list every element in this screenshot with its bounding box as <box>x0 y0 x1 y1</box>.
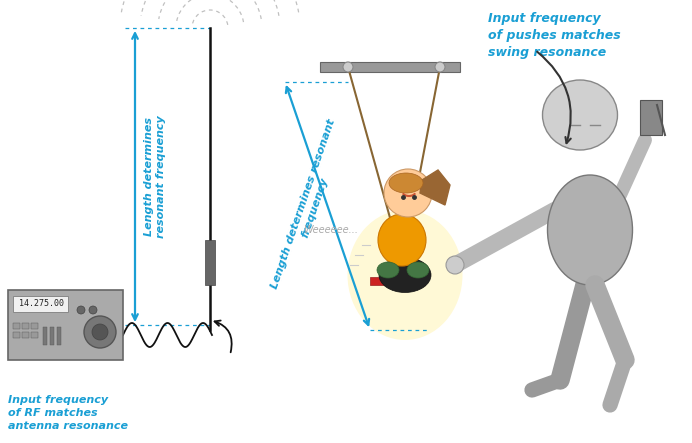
Circle shape <box>89 306 97 314</box>
Bar <box>31 323 38 329</box>
Bar <box>13 323 20 329</box>
Ellipse shape <box>389 173 423 193</box>
Bar <box>43 327 47 345</box>
Ellipse shape <box>377 262 399 278</box>
Bar <box>320 62 460 72</box>
Text: Length determines resonant
frequency: Length determines resonant frequency <box>270 118 349 294</box>
Bar <box>22 323 29 329</box>
Polygon shape <box>420 170 450 205</box>
Circle shape <box>446 256 464 274</box>
Circle shape <box>84 316 116 348</box>
Bar <box>31 332 38 338</box>
Ellipse shape <box>378 214 426 266</box>
Ellipse shape <box>347 210 462 340</box>
Bar <box>57 327 61 345</box>
Circle shape <box>77 306 85 314</box>
Ellipse shape <box>543 80 617 150</box>
Ellipse shape <box>547 175 632 285</box>
Text: Weeeeee...: Weeeeee... <box>303 225 358 235</box>
Circle shape <box>343 62 353 72</box>
Bar <box>13 296 68 312</box>
Ellipse shape <box>407 262 429 278</box>
Bar <box>370 277 425 285</box>
Circle shape <box>435 62 445 72</box>
Circle shape <box>384 169 432 217</box>
Bar <box>205 240 215 285</box>
Bar <box>50 327 54 345</box>
Text: Input frequency
of pushes matches
swing resonance: Input frequency of pushes matches swing … <box>488 12 621 59</box>
Bar <box>8 290 123 360</box>
Text: Input frequency
of RF matches
antenna resonance: Input frequency of RF matches antenna re… <box>8 395 128 431</box>
Ellipse shape <box>379 257 431 292</box>
Text: 14.275.00: 14.275.00 <box>19 299 64 308</box>
Bar <box>640 100 662 135</box>
Text: Length determines
resonant frequency: Length determines resonant frequency <box>144 115 166 238</box>
Bar <box>22 332 29 338</box>
Bar <box>13 332 20 338</box>
Circle shape <box>92 324 108 340</box>
